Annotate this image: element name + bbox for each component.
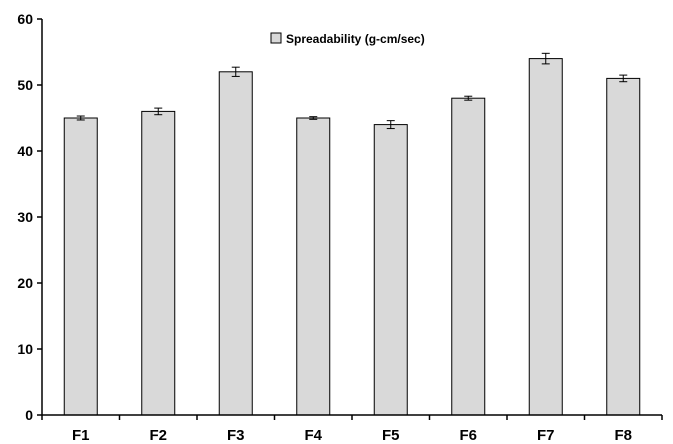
bar-f8	[606, 77, 641, 416]
x-category-label: F5	[382, 427, 400, 444]
y-tick-label: 0	[25, 407, 33, 423]
x-category-label: F7	[537, 427, 555, 444]
y-ticks-layer: 0 10 20 30 40 50 60	[17, 11, 663, 423]
bar-f2	[141, 110, 176, 416]
legend-label: Spreadability (g-cm/sec)	[286, 32, 425, 46]
error-bar-f6	[464, 95, 473, 101]
x-labels-layer: F1 F2 F3 F4 F5 F6 F7 F8	[72, 427, 632, 444]
axes-layer	[41, 19, 662, 416]
error-bar-f1	[76, 115, 85, 121]
x-category-label: F8	[614, 427, 632, 444]
error-bar-f4	[309, 116, 318, 120]
bars-layer	[63, 58, 641, 416]
y-tick-label: 30	[17, 209, 33, 225]
bar-f6	[451, 97, 486, 416]
error-bar-f5	[386, 120, 395, 130]
bar-f7	[528, 58, 563, 416]
y-tick-label: 40	[17, 143, 33, 159]
y-tick-label: 60	[17, 11, 33, 27]
bar-f5	[373, 124, 408, 416]
x-category-label: F3	[227, 427, 245, 444]
x-category-label: F4	[304, 427, 322, 444]
error-bar-f3	[231, 66, 240, 77]
error-bars-layer	[76, 52, 628, 130]
y-tick-label: 20	[17, 275, 33, 291]
error-bar-f2	[154, 107, 163, 116]
bar-f4	[296, 117, 331, 416]
bar-f3	[218, 71, 253, 416]
y-tick-label: 10	[17, 341, 33, 357]
bar-f1	[63, 117, 98, 416]
y-tick-label: 50	[17, 77, 33, 93]
error-bar-f7	[541, 52, 550, 65]
legend-swatch	[270, 32, 282, 44]
x-category-label: F6	[459, 427, 477, 444]
x-category-label: F2	[149, 427, 167, 444]
x-category-label: F1	[72, 427, 90, 444]
error-bar-f8	[619, 74, 628, 83]
legend: Spreadability (g-cm/sec)	[270, 32, 425, 46]
